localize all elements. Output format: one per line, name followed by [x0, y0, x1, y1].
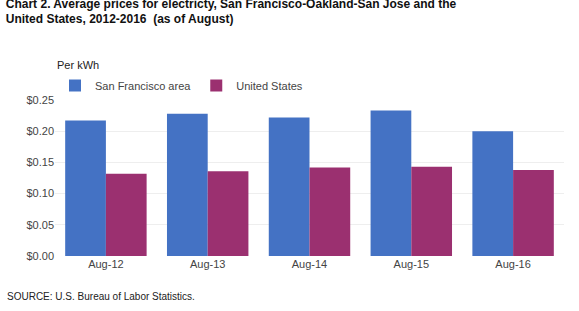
svg-text:Aug-16: Aug-16 [495, 258, 530, 270]
svg-text:Chart 2. Average prices for el: Chart 2. Average prices for electricty, … [6, 0, 457, 26]
svg-text:San Francisco area: San Francisco area [95, 80, 191, 92]
svg-text:$0.15: $0.15 [26, 156, 54, 168]
svg-text:Aug-13: Aug-13 [190, 258, 225, 270]
svg-text:United States: United States [236, 80, 303, 92]
svg-text:$0.10: $0.10 [26, 187, 54, 199]
svg-text:Per kWh: Per kWh [57, 59, 99, 71]
svg-text:Aug-15: Aug-15 [394, 258, 429, 270]
svg-text:$0.05: $0.05 [26, 219, 54, 231]
svg-text:Aug-12: Aug-12 [88, 258, 123, 270]
svg-text:$0.00: $0.00 [26, 250, 54, 262]
svg-text:$0.25: $0.25 [26, 94, 54, 106]
svg-text:Aug-14: Aug-14 [292, 258, 327, 270]
svg-text:$0.20: $0.20 [26, 125, 54, 137]
svg-text:SOURCE: U.S. Bureau of Labor S: SOURCE: U.S. Bureau of Labor Statistics. [7, 291, 195, 302]
